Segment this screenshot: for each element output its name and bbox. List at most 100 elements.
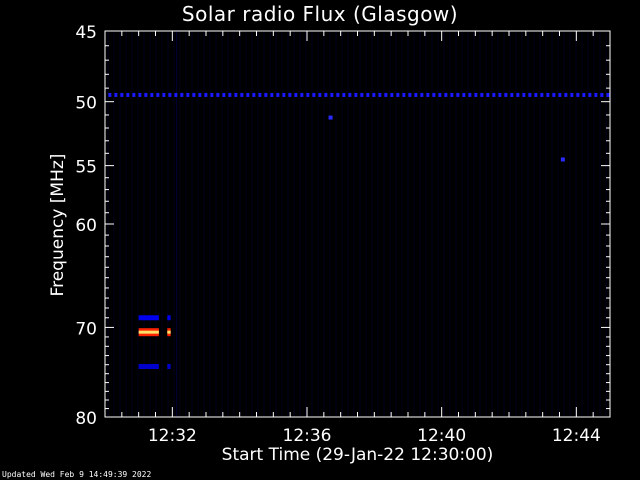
updated-timestamp: Updated Wed Feb 9 14:49:39 2022: [2, 470, 152, 479]
emission-band-segment: [354, 92, 358, 97]
emission-band-segment: [168, 92, 172, 97]
emission-band-segment: [402, 92, 406, 97]
chart-title: Solar radio Flux (Glasgow): [181, 2, 459, 26]
emission-band-segment: [582, 92, 586, 97]
emission-band-segment: [600, 92, 604, 97]
x-tick-label: 12:40: [417, 426, 466, 446]
emission-band-segment: [414, 92, 418, 97]
y-tick-label: 55: [75, 158, 97, 178]
emission-band-segment: [318, 92, 322, 97]
emission-band-segment: [474, 92, 478, 97]
y-axis-label: Frequency [MHz]: [48, 153, 68, 297]
emission-band-segment: [462, 92, 466, 97]
emission-band-segment: [258, 92, 262, 97]
emission-band-segment: [246, 92, 250, 97]
emission-band-segment: [384, 92, 388, 97]
emission-band-segment: [174, 92, 178, 97]
emission-band-segment: [342, 92, 346, 97]
emission-dot: [328, 115, 333, 120]
emission-band-segment: [540, 92, 544, 97]
emission-band-segment: [204, 92, 208, 97]
emission-band-segment: [324, 92, 328, 97]
emission-band-segment: [432, 92, 436, 97]
plot-background: [105, 31, 610, 417]
emission-band-segment: [192, 92, 196, 97]
emission-band-segment: [510, 92, 514, 97]
emission-band-segment: [390, 92, 394, 97]
emission-band-segment: [504, 92, 508, 97]
emission-band-segment: [264, 92, 268, 97]
emission-band-segment: [114, 92, 118, 97]
emission-band-segment: [288, 92, 292, 97]
emission-band-segment: [198, 92, 202, 97]
emission-band-segment: [516, 92, 520, 97]
emission-band-segment: [492, 92, 496, 97]
emission-band-segment: [570, 92, 574, 97]
emission-band-segment: [564, 92, 568, 97]
emission-band-segment: [306, 92, 310, 97]
emission-band-segment: [438, 92, 442, 97]
emission-band-segment: [420, 92, 424, 97]
x-axis-label: Start Time (29-Jan-22 12:30:00): [221, 445, 494, 465]
axes: 45 50 55 60 70 80 12:32 12:36 12:40 12:44: [75, 23, 611, 446]
emission-band-segment: [480, 92, 484, 97]
emission-band-segment: [534, 92, 538, 97]
emission-band-segment: [282, 92, 286, 97]
emission-band-segment: [216, 92, 220, 97]
y-tick-label: 80: [75, 409, 97, 429]
emission-band-segment: [588, 92, 592, 97]
emission-band-segment: [546, 92, 550, 97]
emission-band-segment: [372, 92, 376, 97]
emission-band-segment: [498, 92, 502, 97]
emission-band-segment: [552, 92, 556, 97]
emission-band-segment: [132, 92, 136, 97]
emission-band-segment: [120, 92, 124, 97]
y-tick-label: 45: [75, 23, 97, 43]
spectral-features: [108, 92, 610, 370]
emission-band-segment: [468, 92, 472, 97]
emission-band-segment: [312, 92, 316, 97]
emission-band-segment: [300, 92, 304, 97]
emission-band-segment: [294, 92, 298, 97]
emission-band-segment: [252, 92, 256, 97]
emission-band-segment: [456, 92, 460, 97]
emission-dot: [560, 157, 565, 162]
emission-band-segment: [348, 92, 352, 97]
emission-band-segment: [576, 92, 580, 97]
x-tick-label: 12:44: [552, 426, 601, 446]
emission-band-segment: [222, 92, 226, 97]
x-tick-label: 12:36: [283, 426, 332, 446]
emission-band-segment: [162, 92, 166, 97]
emission-band-segment: [150, 92, 154, 97]
emission-band-core: [167, 330, 171, 334]
emission-band-segment: [234, 92, 238, 97]
emission-band: [167, 315, 171, 321]
emission-band-segment: [330, 92, 334, 97]
y-tick-label: 60: [75, 216, 97, 236]
emission-band-segment: [606, 92, 610, 97]
emission-band-segment: [378, 92, 382, 97]
emission-band-segment: [228, 92, 232, 97]
x-tick-label: 12:32: [148, 426, 197, 446]
emission-band-segment: [336, 92, 340, 97]
emission-band-segment: [444, 92, 448, 97]
emission-band-segment: [594, 92, 598, 97]
emission-band-segment: [408, 92, 412, 97]
emission-band-segment: [108, 92, 112, 97]
emission-band-segment: [558, 92, 562, 97]
emission-band-segment: [126, 92, 130, 97]
emission-band-segment: [450, 92, 454, 97]
emission-band-segment: [396, 92, 400, 97]
emission-band-segment: [528, 92, 532, 97]
emission-band: [138, 315, 159, 321]
emission-band-segment: [366, 92, 370, 97]
emission-band: [138, 364, 159, 370]
emission-band-segment: [270, 92, 274, 97]
emission-band-core: [138, 330, 159, 334]
emission-band-segment: [138, 92, 142, 97]
emission-band-segment: [426, 92, 430, 97]
emission-band-segment: [240, 92, 244, 97]
emission-band-segment: [180, 92, 184, 97]
emission-band-segment: [144, 92, 148, 97]
